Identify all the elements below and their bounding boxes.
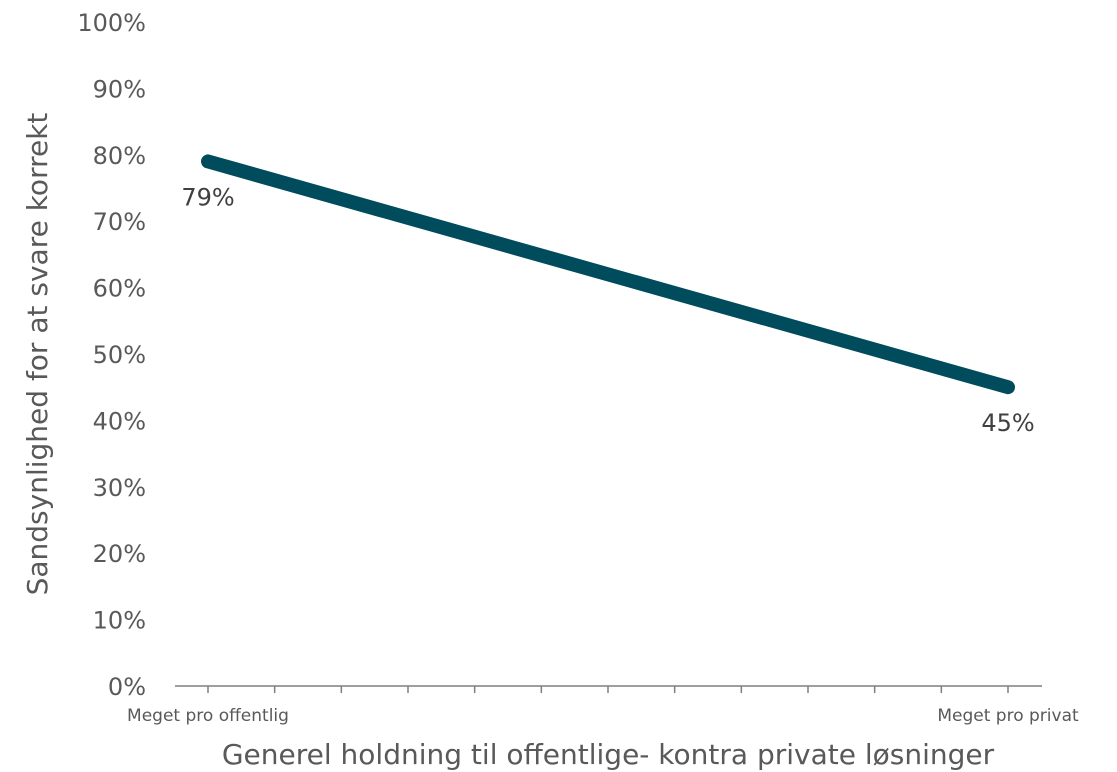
y-tick-label: 70% [93, 208, 146, 236]
y-tick-label: 10% [93, 607, 146, 635]
data-label: 79% [181, 183, 234, 211]
data-label: 45% [981, 409, 1034, 437]
y-tick-label: 40% [93, 407, 146, 435]
y-axis-title: Sandsynlighed for at svare korrekt [21, 113, 54, 596]
series-line [201, 154, 1015, 395]
y-tick-label: 20% [93, 540, 146, 568]
y-tick-label: 0% [108, 673, 146, 701]
y-tick-label: 60% [93, 275, 146, 303]
x-axis-ticks [207, 686, 1009, 693]
data-labels: 79% 45% [181, 183, 1034, 437]
x-category-label-end: Meget pro privat [937, 706, 1079, 726]
x-category-label-start: Meget pro offentlig [127, 706, 289, 726]
series-group [201, 154, 1015, 395]
y-tick-label: 80% [93, 142, 146, 170]
y-axis-tick-labels: 0% 10% 20% 30% 40% 50% 60% 70% 80% 90% 100% [77, 9, 146, 701]
y-tick-label: 100% [77, 9, 146, 37]
y-tick-label: 50% [93, 341, 146, 369]
y-tick-label: 30% [93, 474, 146, 502]
y-tick-label: 90% [93, 75, 146, 103]
x-axis-title: Generel holdning til offentlige- kontra … [222, 738, 995, 771]
